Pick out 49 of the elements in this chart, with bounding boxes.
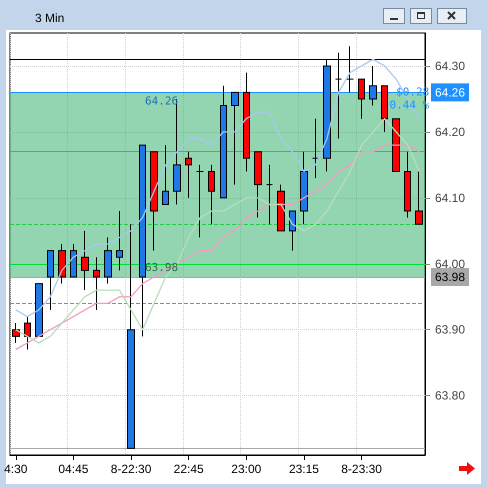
candlestick [208,164,215,225]
ref-line-label: 64.26 [435,85,466,100]
candlestick [24,316,31,350]
candlestick [185,151,192,198]
candlestick [127,224,135,449]
candlestick [196,164,204,238]
candlestick [415,170,423,225]
candlestick [381,85,388,132]
candlestick [358,78,365,120]
y-tick-label: 64.00 [435,256,466,271]
candlestick [70,244,77,278]
x-tick-label: 23:15 [288,462,320,476]
candlestick [47,250,54,310]
candlestick [58,244,66,284]
annotation: 0.44 % [389,98,430,112]
candlestick [392,118,400,172]
candlestick [289,210,296,252]
candlestick [266,164,273,225]
candlestick [35,283,43,337]
y-tick-label: 64.10 [435,190,466,205]
x-tick-label: 8-23:30 [341,462,382,476]
candlestick [150,151,158,252]
candlestick [162,144,169,205]
y-tick-label: 64.20 [435,124,466,139]
candlestick [300,151,308,225]
candlestick [116,210,123,271]
candlestick [139,144,146,337]
candlestick [104,236,112,284]
candlestick [93,256,100,310]
candlestick [81,230,89,291]
ref-line-label: 63.98 [435,270,466,284]
chart-title: 3 Min [35,11,64,25]
candlestick [243,72,250,172]
candlestick [369,65,377,106]
y-tick-label: 63.80 [435,388,466,403]
x-tick-label: 22:45 [174,462,204,476]
x-tick-label: 4:30 [4,462,28,476]
candlestick [312,118,319,179]
y-tick-label: 63.90 [435,322,466,337]
candlestick [220,85,227,198]
x-tick-label: 04:45 [58,462,89,476]
y-tick-label: 64.30 [435,58,466,73]
candlestick [404,151,411,218]
x-tick-label: 23:00 [231,462,262,476]
candlestick [277,184,285,232]
x-tick-label: 8-22:30 [110,462,152,476]
candlestick [12,322,20,344]
candlestick [254,151,262,218]
candlestick [231,92,239,186]
